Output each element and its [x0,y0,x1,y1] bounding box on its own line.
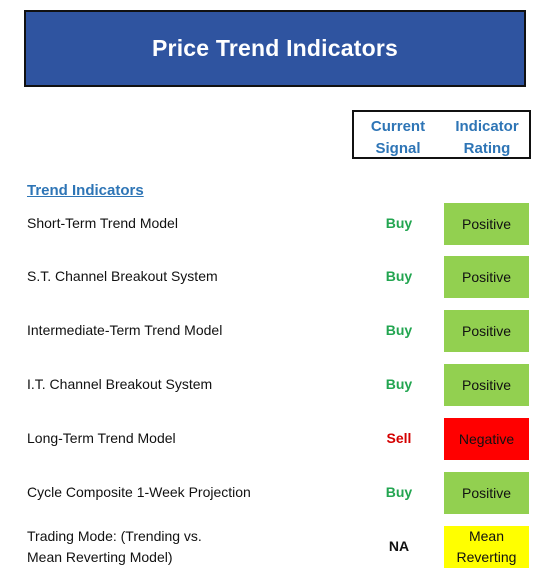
indicator-name: Long-Term Trend Model [27,428,176,449]
indicator-rating-line: Positive [461,322,512,339]
indicator-name: Short-Term Trend Model [27,213,178,234]
indicator-rating: Positive [444,364,529,406]
current-signal: Buy [385,322,413,338]
current-signal: Sell [386,430,412,446]
table-row: Long-Term Trend Model Sell Negative [0,418,549,460]
indicator-name-line: I.T. Channel Breakout System [27,376,213,392]
indicator-name-line: Short-Term Trend Model [27,215,178,231]
indicator-rating-line: Positive [461,376,512,393]
indicator-name-line: S.T. Channel Breakout System [27,268,218,284]
indicator-rating-line: Positive [461,484,512,501]
indicator-rating-header-line1: Indicator [455,118,519,135]
indicator-rating-line: Positive [461,268,512,285]
current-signal-header-line1: Current [370,118,426,135]
indicator-rating-line: Reverting [456,549,517,565]
current-signal: Buy [385,268,413,284]
section-title: Trend Indicators [27,182,144,199]
indicator-rating: Positive [444,310,529,352]
indicator-rating-header: Indicator Rating [442,116,532,160]
indicator-rating: Negative [444,418,529,460]
indicator-name: S.T. Channel Breakout System [27,266,218,287]
indicator-name: Cycle Composite 1-Week Projection [27,482,251,503]
indicator-rating: Positive [444,472,529,514]
table-row: Short-Term Trend Model Buy Positive [0,203,549,245]
current-signal: Buy [385,215,413,231]
indicator-rating: Positive [444,256,529,298]
column-header-box: Current Signal Indicator Rating [352,110,531,159]
indicator-name-line: Cycle Composite 1-Week Projection [27,484,251,500]
indicator-name-line: Trading Mode: (Trending vs. [27,528,202,544]
indicator-rating-line: Mean [468,528,505,544]
indicator-name-line: Long-Term Trend Model [27,430,176,446]
indicator-name: Intermediate-Term Trend Model [27,320,222,341]
indicator-rating-line: Negative [458,430,515,447]
indicator-rating: Mean Reverting [444,526,529,568]
current-signal: NA [388,538,410,554]
table-row: Cycle Composite 1-Week Projection Buy Posi… [0,472,549,514]
indicator-name-line: Intermediate-Term Trend Model [27,322,223,338]
indicator-name: I.T. Channel Breakout System [27,374,212,395]
table-row: Trading Mode: (Trending vs. Mean Revertin… [0,526,549,568]
table-row: I.T. Channel Breakout System Buy Positive [0,364,549,406]
table-row: Intermediate-Term Trend Model Buy Positive [0,310,549,352]
current-signal-header: Current Signal [353,116,443,160]
indicator-name-line: Mean Reverting Model) [27,549,173,565]
table-row: S.T. Channel Breakout System Buy Positive [0,256,549,298]
page-title: Price Trend Indicators [152,35,398,61]
current-signal: Buy [385,376,413,392]
indicator-rating-header-line2: Rating [463,140,511,157]
indicator-rating-line: Positive [461,215,512,232]
title-banner: Price Trend Indicators [24,10,526,87]
indicator-rating: Positive [444,203,529,245]
current-signal: Buy [385,484,413,500]
current-signal-header-line2: Signal [375,140,421,157]
indicator-name: Trading Mode: (Trending vs. Mean Revertin… [27,526,202,568]
